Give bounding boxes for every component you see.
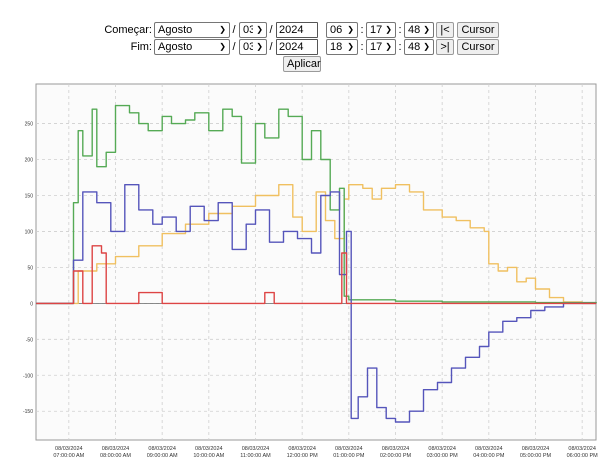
- start-row: Começar: Agosto ❯ / 03 ❯ / 2024 06 ❯ : 17 ❯ …: [0, 22, 598, 40]
- start-year-input[interactable]: 2024: [276, 22, 318, 38]
- x-tick-date: 08/03/2024: [148, 446, 176, 452]
- start-month-select[interactable]: Agosto ❯: [154, 22, 230, 38]
- start-minute-select[interactable]: 17 ❯: [366, 22, 396, 38]
- x-tick-date: 08/03/2024: [522, 446, 550, 452]
- y-tick-label: 200: [25, 158, 34, 164]
- chevron-down-icon: ❯: [219, 42, 226, 51]
- x-tick-date: 08/03/2024: [195, 446, 223, 452]
- start-second-value: 48: [408, 24, 421, 36]
- x-tick-date: 08/03/2024: [288, 446, 316, 452]
- y-tick-label: 50: [27, 265, 33, 271]
- jump-end-button[interactable]: >|: [436, 39, 454, 55]
- x-tick-date: 08/03/2024: [428, 446, 456, 452]
- apply-row: Aplicar: [0, 56, 598, 74]
- end-minute-select[interactable]: 17 ❯: [366, 39, 396, 55]
- series-line-0: [36, 184, 597, 305]
- start-second-select[interactable]: 48 ❯: [404, 22, 434, 38]
- end-month-select[interactable]: Agosto ❯: [154, 39, 230, 55]
- x-tick-time: 04:00:00 PM: [473, 453, 505, 459]
- x-tick-date: 08/03/2024: [568, 446, 596, 452]
- y-tick-label: -100: [23, 373, 33, 379]
- start-label: Começar:: [104, 24, 152, 36]
- end-cursor-button[interactable]: Cursor: [457, 39, 499, 55]
- start-minute-value: 17: [370, 24, 383, 36]
- series-line-2: [36, 184, 597, 423]
- chevron-down-icon: ❯: [219, 25, 226, 34]
- chevron-down-icon: ❯: [347, 42, 354, 51]
- y-tick-label: 150: [25, 193, 34, 199]
- line-chart: 250200150100500-50-100-15008/03/202407:0…: [0, 82, 598, 472]
- end-hour-select[interactable]: 18 ❯: [326, 39, 358, 55]
- x-tick-time: 11:00:00 AM: [240, 453, 271, 459]
- time-separator: :: [360, 24, 364, 36]
- date-separator: /: [232, 24, 236, 36]
- plot-frame: [35, 83, 597, 441]
- apply-button[interactable]: Aplicar: [283, 56, 321, 72]
- end-day-select[interactable]: 03 ❯: [239, 39, 267, 55]
- chevron-down-icon: ❯: [256, 25, 263, 34]
- time-separator: :: [398, 24, 402, 36]
- end-day-value: 03: [243, 41, 254, 53]
- x-tick-time: 03:00:00 PM: [427, 453, 459, 459]
- x-tick-time: 10:00:00 AM: [193, 453, 224, 459]
- date-separator: /: [269, 24, 273, 36]
- start-day-select[interactable]: 03 ❯: [239, 22, 267, 38]
- date-separator: /: [269, 41, 273, 53]
- x-tick-date: 08/03/2024: [382, 446, 410, 452]
- date-separator: /: [232, 41, 236, 53]
- series-line-3: [36, 245, 597, 305]
- x-tick-time: 05:00:00 PM: [520, 453, 552, 459]
- x-tick-time: 06:00:00 PM: [567, 453, 598, 459]
- chevron-down-icon: ❯: [423, 42, 430, 51]
- x-tick-time: 09:00:00 AM: [147, 453, 178, 459]
- x-tick-time: 12:00:00 PM: [287, 453, 319, 459]
- end-second-select[interactable]: 48 ❯: [404, 39, 434, 55]
- end-second-value: 48: [408, 41, 421, 53]
- chevron-down-icon: ❯: [423, 25, 430, 34]
- end-hour-value: 18: [330, 41, 343, 53]
- end-minute-value: 17: [370, 41, 383, 53]
- start-hour-value: 06: [330, 24, 343, 36]
- end-year-input[interactable]: 2024: [276, 39, 318, 55]
- y-tick-label: 0: [30, 301, 33, 307]
- time-separator: :: [398, 41, 402, 53]
- x-tick-time: 02:00:00 PM: [380, 453, 412, 459]
- x-tick-time: 01:00:00 PM: [333, 453, 365, 459]
- start-day-value: 03: [243, 24, 254, 36]
- x-tick-time: 08:00:00 AM: [100, 453, 131, 459]
- chevron-down-icon: ❯: [347, 25, 354, 34]
- end-month-value: Agosto: [158, 41, 193, 53]
- y-tick-label: 250: [25, 122, 34, 128]
- start-hour-select[interactable]: 06 ❯: [326, 22, 358, 38]
- end-label: Fim:: [130, 41, 152, 53]
- start-month-value: Agosto: [158, 24, 193, 36]
- x-tick-date: 08/03/2024: [102, 446, 130, 452]
- chart-area: 250 200 150 100 50 0 -50 -100 -150 08/03/2024 07:0…: [0, 82, 598, 472]
- x-tick-date: 08/03/2024: [335, 446, 363, 452]
- y-tick-label: 100: [25, 229, 34, 235]
- x-tick-date: 08/03/2024: [242, 446, 270, 452]
- start-cursor-button[interactable]: Cursor: [457, 22, 499, 38]
- y-tick-label: -50: [26, 337, 33, 343]
- chevron-down-icon: ❯: [385, 25, 392, 34]
- end-row: Fim: Agosto ❯ / 03 ❯ / 2024 18 ❯ : 17 ❯ : 48…: [0, 39, 598, 57]
- x-tick-date: 08/03/2024: [475, 446, 503, 452]
- chevron-down-icon: ❯: [256, 42, 263, 51]
- chevron-down-icon: ❯: [385, 42, 392, 51]
- x-tick-date: 08/03/2024: [55, 446, 83, 452]
- jump-start-button[interactable]: |<: [436, 22, 454, 38]
- y-tick-label: -150: [23, 409, 33, 415]
- time-separator: :: [360, 41, 364, 53]
- x-tick-time: 07:00:00 AM: [53, 453, 84, 459]
